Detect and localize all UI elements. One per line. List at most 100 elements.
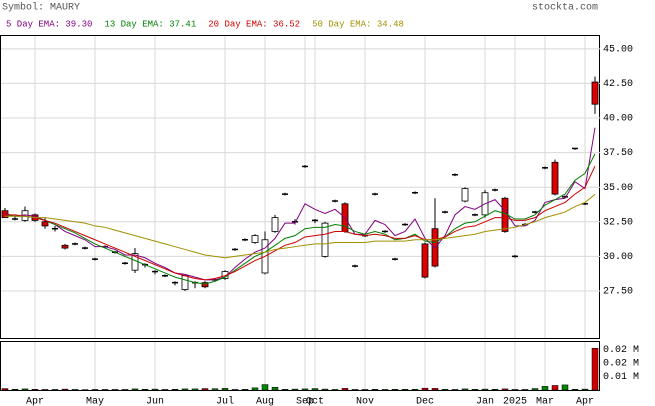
x-tick-label: Nov xyxy=(356,397,374,406)
volume-bar xyxy=(351,389,359,391)
volume-bar xyxy=(301,388,309,391)
volume-bar xyxy=(341,388,349,391)
volume-bar xyxy=(231,389,239,391)
volume-tick-label: 0.02 M xyxy=(603,358,639,369)
volume-bar xyxy=(21,388,29,391)
volume-bar xyxy=(541,386,549,391)
candle-body xyxy=(461,188,469,202)
volume-bar xyxy=(321,388,329,391)
volume-bar xyxy=(71,389,79,391)
volume-bar xyxy=(41,389,49,391)
volume-bar xyxy=(251,387,259,391)
volume-tick-label: 0.01 M xyxy=(603,372,639,383)
volume-bar xyxy=(61,388,69,391)
volume-bar xyxy=(171,389,179,391)
volume-frame xyxy=(0,341,600,391)
ema-line xyxy=(5,193,596,259)
volume-bar xyxy=(271,387,279,391)
volume-bar xyxy=(141,389,149,391)
candle-body xyxy=(201,282,209,288)
volume-bar xyxy=(11,389,19,391)
y-tick-label: 30.00 xyxy=(603,252,633,263)
candle-body xyxy=(271,217,279,232)
volume-tick-label: 0.02 M xyxy=(603,345,639,356)
x-tick-label: Dec xyxy=(416,397,434,406)
volume-bar xyxy=(111,389,119,391)
x-tick-label: Apr xyxy=(26,397,44,406)
source: stockta.com xyxy=(532,2,598,14)
y-tick-label: 42.50 xyxy=(603,79,633,90)
volume-bar xyxy=(291,388,299,391)
x-tick-label: Mar xyxy=(536,397,554,406)
volume-bar xyxy=(561,384,569,391)
y-tick-label: 35.00 xyxy=(603,183,633,194)
volume-bar xyxy=(241,389,249,391)
symbol: Symbol: MAURY xyxy=(2,2,80,14)
volume-bar xyxy=(571,389,579,391)
volume-bar xyxy=(371,389,379,391)
x-tick-label: Apr xyxy=(576,397,594,406)
volume-bar xyxy=(381,389,389,391)
volume-bar xyxy=(551,385,559,391)
volume-bar xyxy=(391,389,399,391)
volume-bar xyxy=(331,389,339,391)
x-tick-label: Jun xyxy=(146,397,164,406)
volume-bar xyxy=(181,388,189,391)
y-tick-label: 45.00 xyxy=(603,44,633,55)
volume-bar xyxy=(461,388,469,391)
candle-body xyxy=(41,221,49,227)
volume-bar xyxy=(51,389,59,391)
volume-bar xyxy=(1,388,9,391)
volume-bar xyxy=(511,389,519,391)
volume-bar xyxy=(161,389,169,391)
candle-body xyxy=(181,275,189,290)
volume-bar xyxy=(91,389,99,391)
ema-line xyxy=(4,153,596,285)
x-tick-label: Jan xyxy=(476,397,494,406)
volume-bar xyxy=(481,388,489,391)
ema-line xyxy=(5,165,596,281)
volume-bar xyxy=(431,388,439,391)
volume-bar xyxy=(311,388,319,391)
volume-bar xyxy=(201,388,209,391)
candle-body xyxy=(321,222,329,257)
volume-bar xyxy=(131,388,139,391)
x-tick-label: Aug xyxy=(256,397,274,406)
volume-bar xyxy=(121,389,129,391)
volume-bar xyxy=(151,388,159,391)
volume-bar xyxy=(591,348,599,391)
candle-body xyxy=(591,81,599,105)
volume-bar xyxy=(451,389,459,391)
volume-bar xyxy=(211,388,219,391)
volume-bar xyxy=(191,388,199,391)
candle-body xyxy=(551,161,559,195)
y-tick-label: 27.50 xyxy=(603,287,633,298)
volume-bar xyxy=(361,389,369,391)
volume-bar xyxy=(531,388,539,391)
candle-body xyxy=(421,243,429,278)
volume-bar xyxy=(101,389,109,391)
volume-bar xyxy=(221,388,229,391)
y-tick-label: 32.50 xyxy=(603,217,633,228)
legend-entry: 13 Day EMA: 37.41 xyxy=(104,19,196,29)
volume-bar xyxy=(401,389,409,391)
x-tick-label: Sep xyxy=(296,397,314,406)
volume-bar xyxy=(471,389,479,391)
volume-bar xyxy=(411,389,419,391)
candle-body xyxy=(61,244,69,249)
volume-bar xyxy=(441,389,449,391)
legend-entry: 5 Day EMA: 39.30 xyxy=(6,19,92,29)
volume-bar xyxy=(261,384,269,391)
volume-bar xyxy=(581,388,589,391)
volume-bar xyxy=(421,387,429,391)
volume-bar xyxy=(501,388,509,391)
legend-entry: 50 Day EMA: 34.48 xyxy=(312,19,404,29)
x-tick-label: Oct xyxy=(306,397,324,406)
x-tick-label: May xyxy=(86,397,104,406)
ema-line xyxy=(4,127,596,281)
volume-bar xyxy=(491,389,499,391)
volume-bar xyxy=(31,389,39,391)
y-tick-label: 40.00 xyxy=(603,114,633,125)
x-tick-label: 2025 xyxy=(503,397,527,406)
